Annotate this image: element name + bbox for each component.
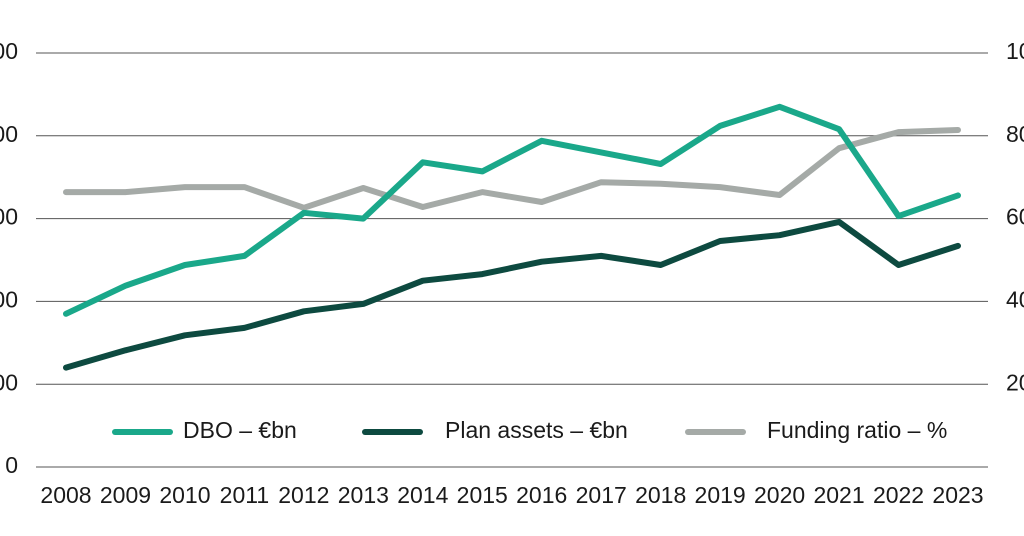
- x-tick-label: 2023: [932, 482, 983, 508]
- x-tick-label: 2016: [516, 482, 567, 508]
- y2-tick-label: 80: [1006, 121, 1024, 147]
- legend-label: Funding ratio – %: [767, 417, 947, 443]
- x-tick-label: 2020: [754, 482, 805, 508]
- x-tick-label: 2009: [100, 482, 151, 508]
- y-tick-label: 300: [0, 204, 18, 230]
- x-tick-label: 2012: [278, 482, 329, 508]
- y2-tick-label: 60: [1006, 204, 1024, 230]
- x-tick-label: 2013: [338, 482, 389, 508]
- x-tick-label: 2011: [220, 482, 269, 508]
- x-tick-label: 2008: [40, 482, 91, 508]
- x-tick-label: 2015: [457, 482, 508, 508]
- data-line: [63, 103, 961, 317]
- data-line: [63, 127, 961, 211]
- x-tick-label: 2018: [635, 482, 686, 508]
- y-tick-label: 100: [0, 369, 18, 395]
- y2-tick-label: 100: [1006, 38, 1024, 64]
- y-tick-label: 200: [0, 286, 18, 312]
- y2-tick-label: 20: [1006, 369, 1024, 395]
- legend-label: Plan assets – €bn: [445, 417, 628, 443]
- y-tick-label: 500: [0, 38, 18, 64]
- x-tick-label: 2022: [873, 482, 924, 508]
- x-tick-label: 2017: [576, 482, 627, 508]
- y-tick-label: 0: [5, 452, 18, 478]
- x-tick-label: 2021: [813, 482, 864, 508]
- y2-tick-label: 40: [1006, 286, 1024, 312]
- legend-label: DBO – €bn: [183, 417, 297, 443]
- data-line: [63, 218, 961, 371]
- x-tick-label: 2010: [159, 482, 210, 508]
- x-tick-label: 2014: [397, 482, 448, 508]
- y-tick-label: 400: [0, 121, 18, 147]
- x-tick-label: 2019: [695, 482, 746, 508]
